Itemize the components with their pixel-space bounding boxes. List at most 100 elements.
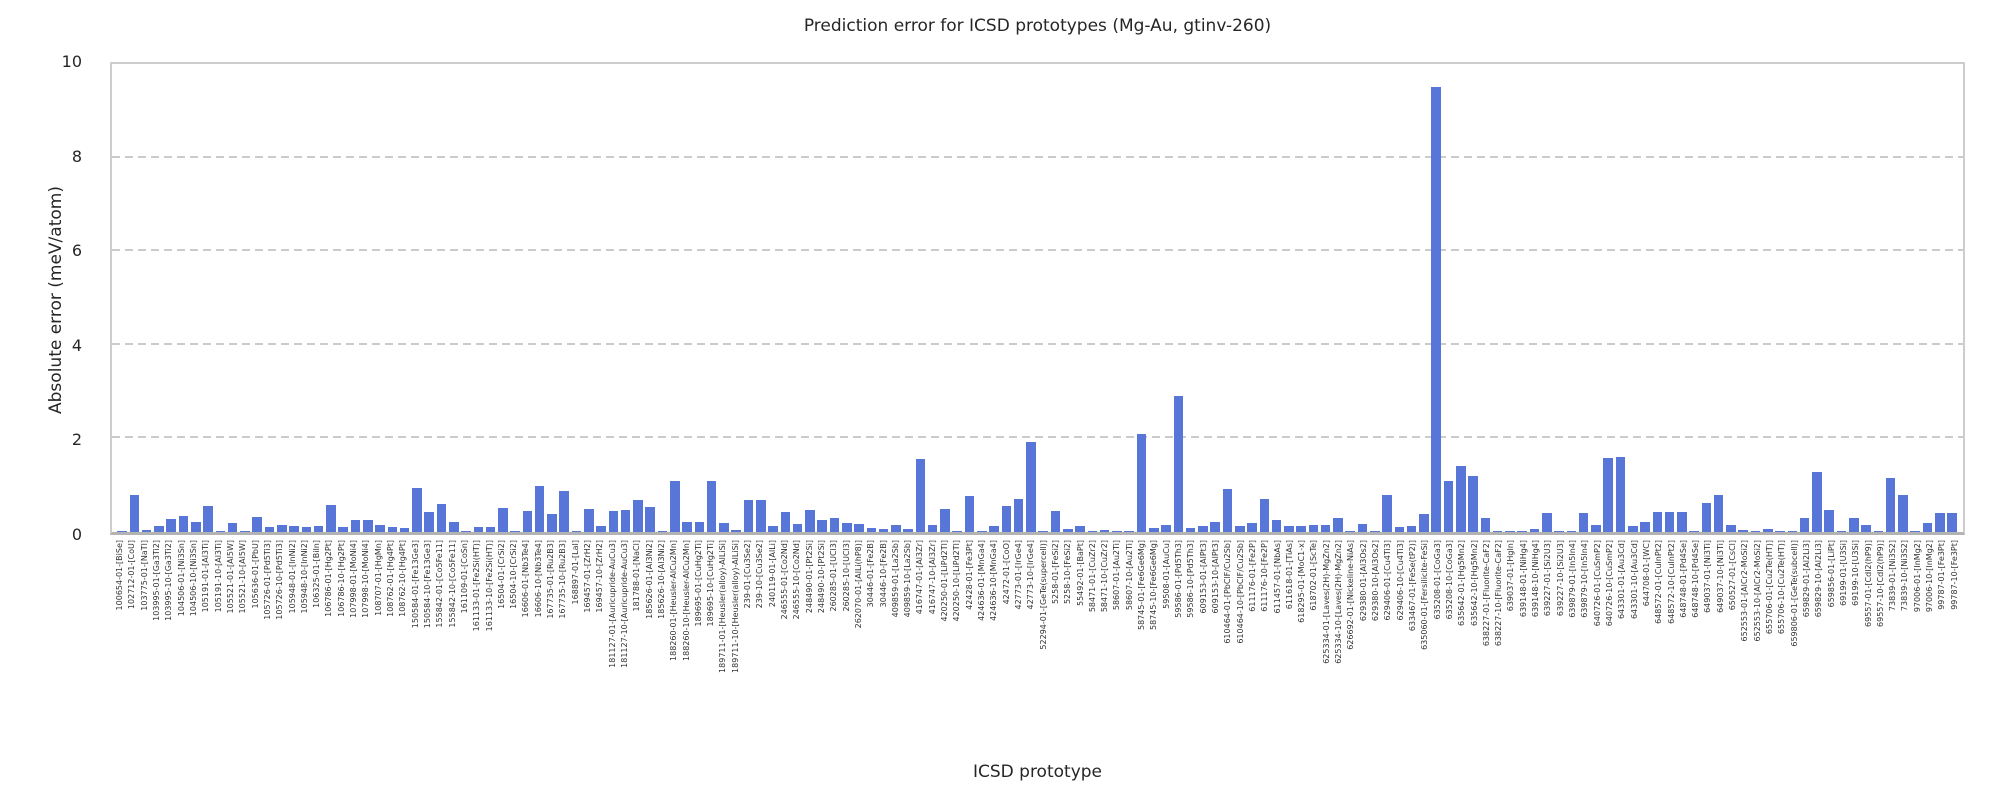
x-tick-label: 42773-10-[IrGe4] (1026, 540, 1036, 610)
x-tick-slot: 611176-01-[Fe2P] (1247, 540, 1259, 752)
bar (1259, 498, 1270, 532)
bar (1849, 518, 1859, 532)
x-tick-slot: 650527-01-[CsCl] (1727, 540, 1739, 752)
bar-slot (1000, 64, 1012, 532)
bar-slot (1049, 64, 1061, 532)
y-tick-label-4: 4 (71, 335, 82, 355)
bar (1063, 528, 1073, 532)
x-tick-slot: 97006-10-[InMg2] (1924, 540, 1936, 752)
x-tick-slot: 155842-01-[Co5Fe11] (434, 540, 446, 752)
x-tick-label: 644708-01-[WC] (1641, 540, 1651, 607)
bar (559, 490, 570, 532)
x-tick-label: 189695-10-[CuHg2Ti] (706, 540, 716, 627)
x-tick-slot: 625334-01-[Laves(2H)-MgZn2] (1321, 540, 1333, 752)
x-tick-label: 652553-01-[AlCr2-MoSi2] (1740, 540, 1750, 642)
bar-slot (1013, 64, 1025, 532)
x-tick-label: 659829-01-[Al2Li3] (1801, 540, 1811, 618)
bar-slot (841, 64, 853, 532)
bar-slot (1479, 64, 1491, 532)
x-tick-slot: 104506-10-[Ni3Sn] (188, 540, 200, 752)
x-tick-slot: 5258-10-[FeSi2] (1062, 540, 1074, 752)
bar-slot (1234, 64, 1246, 532)
chart-title: Prediction error for ICSD prototypes (Mg… (803, 16, 1272, 36)
bar-slot (632, 64, 644, 532)
x-tick-label: 167735-10-[Ru2B3] (558, 540, 568, 619)
x-tick-label: 629406-01-[Cu4Ti3] (1383, 540, 1393, 621)
x-tick-slot: 42472-01-[CoO] (1001, 540, 1013, 752)
x-tick-slot: 105726-10-[Pd5Ti3] (274, 540, 286, 752)
x-tick-label: 155842-01-[Co5Fe11] (435, 540, 445, 628)
x-tick-label: 639227-01-[Si2U3] (1543, 540, 1553, 617)
x-tick-label: 629406-10-[Cu4Ti3] (1395, 540, 1405, 621)
x-tick-slot: 420250-01-[LiPd2Tl] (939, 540, 951, 752)
bar-slot (1516, 64, 1528, 532)
bar (338, 527, 348, 532)
x-tick-slot: 167735-01-[Ru2B3] (545, 540, 557, 752)
bar (1443, 480, 1454, 532)
bar-slot (1492, 64, 1504, 532)
bar-slot (1074, 64, 1086, 532)
x-tick-label: 629380-01-[Al3Os2] (1358, 540, 1368, 622)
bar-slot (804, 64, 816, 532)
x-tick-slot: 409859-01-[La2Sb] (890, 540, 902, 752)
bar (743, 500, 754, 532)
bar (289, 525, 299, 532)
x-tick-slot: 107998-01-[MoNi4] (348, 540, 360, 752)
bar (510, 531, 520, 532)
bar (1419, 514, 1429, 532)
bar-slot (1700, 64, 1712, 532)
bar-slot (1577, 64, 1589, 532)
bar-slot (1639, 64, 1651, 532)
x-tick-slot: 611618-01-[TiAs] (1284, 540, 1296, 752)
x-tick-label: 105726-01-[Pd5Ti3] (262, 540, 272, 620)
x-tick-label: 105521-01-[Al5W] (225, 540, 235, 614)
x-tick-label: 659829-10-[Al2Li3] (1814, 540, 1824, 618)
x-tick-slot: 97006-01-[InMg2] (1912, 540, 1924, 752)
bar (1627, 526, 1638, 532)
x-tick-slot: 188260-01-[Heusler-AlCu2Mn] (668, 540, 680, 752)
bar (141, 529, 152, 532)
gridline-y8 (112, 155, 1963, 158)
bar-slot (656, 64, 668, 532)
bar-slot (1713, 64, 1725, 532)
x-tick-label: 30446-10-[Fe2B] (878, 540, 888, 608)
x-tick-label: 185626-10-[Al3Ni2] (656, 540, 666, 619)
x-tick-label: 625334-01-[Laves(2H)-MgZn2] (1321, 540, 1331, 664)
x-tick-slot: 629406-01-[Cu4Ti3] (1382, 540, 1394, 752)
bar (1726, 524, 1736, 532)
x-tick-slot: 239-01-[Cu3Se2] (742, 540, 754, 752)
x-tick-slot: 58745-10-[Fe6Ge6Mg] (1148, 540, 1160, 752)
x-tick-label: 611176-01-[Fe2P] (1247, 540, 1257, 612)
bar-slot (1123, 64, 1135, 532)
bar-slot (1135, 64, 1147, 532)
x-tick-label: 16504-01-[CrSi2] (496, 540, 506, 609)
x-tick-slot: 30446-10-[Fe2B] (877, 540, 889, 752)
x-tick-slot: 105191-10-[Al3Ti] (213, 540, 225, 752)
x-tick-slot: 424636-10-[MnGa4] (988, 540, 1000, 752)
bar (1480, 517, 1491, 532)
x-tick-slot: 638227-01-[Fluorite-CaF2] (1481, 540, 1493, 752)
x-tick-label: 648748-01-[Pd4Se] (1678, 540, 1688, 618)
x-tick-label: 420250-10-[LiPd2Tl] (952, 540, 962, 622)
gridline-y4 (112, 342, 1963, 345)
x-tick-slot: 262070-01-[AlLi(hP8)] (853, 540, 865, 752)
x-tick-label: 246555-01-[Co2Nd] (780, 540, 790, 620)
x-tick-label: 59586-01-[Pd5Th3] (1174, 540, 1184, 618)
x-tick-slot: 629380-10-[Al3Os2] (1370, 540, 1382, 752)
bar-slot (239, 64, 251, 532)
bar-slot (263, 64, 275, 532)
x-tick-label: 248490-10-[Pt2Si] (816, 540, 826, 614)
x-tick-label: 59508-01-[AuCu] (1161, 540, 1171, 609)
x-tick-label: 58745-10-[Fe6Ge6Mg] (1149, 540, 1159, 631)
x-tick-label: 635208-10-[CoGa3] (1444, 540, 1454, 620)
bar-slot (595, 64, 607, 532)
x-tick-label: 659856-01-[LiPt] (1826, 540, 1836, 608)
bar (498, 507, 508, 532)
x-tick-slot: 59508-01-[AuCu] (1161, 540, 1173, 752)
bar-slot (472, 64, 484, 532)
x-tick-label: 106786-01-[Hg2Pt] (324, 540, 334, 617)
x-tick-slot: 42773-01-[IrGe4] (1013, 540, 1025, 752)
x-tick-slot: 648572-01-[CuInPt2] (1653, 540, 1665, 752)
x-tick-slot: 181127-10-[Auricupride-AuCu3] (619, 540, 631, 752)
bar-slot (865, 64, 877, 532)
